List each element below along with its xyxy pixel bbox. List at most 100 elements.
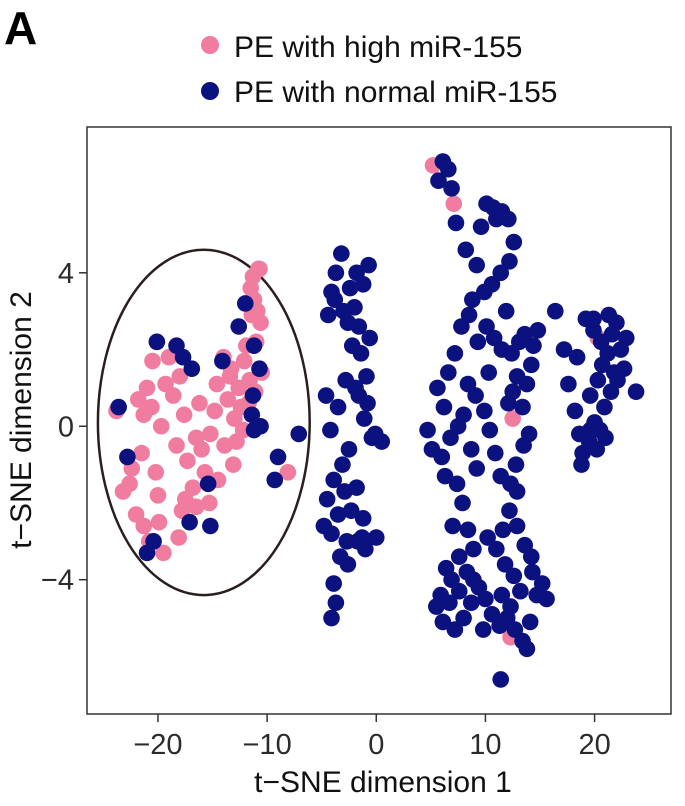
point-normal-mir155 [597,429,614,447]
point-normal-mir155 [446,621,464,638]
points-layer [108,153,645,688]
point-high-mir155 [242,279,260,297]
point-high-mir155 [127,506,145,523]
point-normal-mir155 [477,590,494,608]
legend-marker-high [201,36,219,54]
point-high-mir155 [168,437,185,454]
point-normal-mir155 [453,318,470,335]
point-normal-mir155 [480,364,498,381]
point-high-mir155 [206,402,224,420]
y-axis-label: t−SNE dimension 2 [5,291,38,549]
point-high-mir155 [191,394,208,412]
point-normal-mir155 [202,517,219,535]
y-tick-label: 0 [58,411,74,443]
point-normal-mir155 [560,375,577,393]
panel-label: A [4,2,37,54]
point-normal-mir155 [492,467,510,485]
point-high-mir155 [144,352,161,370]
point-normal-mir155 [428,598,445,615]
point-normal-mir155 [437,559,455,577]
y-tick-label: −4 [41,565,74,597]
point-high-mir155 [445,195,463,213]
point-normal-mir155 [508,517,526,535]
point-normal-mir155 [497,302,515,320]
point-normal-mir155 [581,387,599,404]
point-high-mir155 [184,479,202,496]
x-tick-label: −20 [133,729,182,761]
point-high-mir155 [171,368,189,385]
point-normal-mir155 [333,245,350,262]
point-normal-mir155 [501,502,518,519]
point-normal-mir155 [339,556,357,573]
point-high-mir155 [175,406,193,424]
point-normal-mir155 [507,456,525,473]
point-high-mir155 [130,391,147,408]
point-normal-mir155 [525,337,542,354]
point-normal-mir155 [462,594,480,612]
point-normal-mir155 [317,387,335,404]
point-normal-mir155 [244,387,262,404]
x-tick-label: 20 [578,729,610,761]
point-normal-mir155 [573,456,590,473]
point-normal-mir155 [352,345,370,362]
x-tick-label: −10 [243,729,292,761]
point-normal-mir155 [516,325,534,343]
point-normal-mir155 [329,506,347,523]
point-normal-mir155 [419,421,436,439]
x-tick-label: 10 [469,729,501,761]
point-normal-mir155 [474,621,492,638]
point-normal-mir155 [181,513,198,531]
point-normal-mir155 [148,333,166,351]
point-normal-mir155 [488,540,505,558]
point-normal-mir155 [459,375,477,393]
point-normal-mir155 [444,517,461,535]
point-normal-mir155 [119,448,136,466]
legend-marker-normal [201,82,219,100]
point-normal-mir155 [441,594,458,612]
highlight-ellipse [96,248,311,597]
point-normal-mir155 [358,368,375,385]
point-normal-mir155 [486,444,504,462]
point-normal-mir155 [522,356,540,374]
point-high-mir155 [150,513,168,531]
point-normal-mir155 [472,218,490,236]
legend: PE with high miR-155 PE with normal miR-… [201,31,557,109]
point-normal-mir155 [230,318,248,335]
legend-label-high: PE with high miR-155 [234,31,522,64]
point-high-mir155 [251,260,268,278]
point-normal-mir155 [581,421,599,439]
point-normal-mir155 [457,241,475,259]
point-normal-mir155 [337,371,355,389]
point-normal-mir155 [251,360,268,378]
point-normal-mir155 [492,264,510,282]
point-normal-mir155 [290,425,308,443]
point-normal-mir155 [440,160,457,178]
point-normal-mir155 [325,471,342,489]
point-normal-mir155 [435,398,453,416]
point-normal-mir155 [319,306,337,324]
point-high-mir155 [143,398,160,416]
point-normal-mir155 [468,460,485,477]
point-high-mir155 [121,475,138,493]
point-normal-mir155 [496,556,514,573]
point-normal-mir155 [366,425,384,443]
point-normal-mir155 [459,521,477,539]
point-normal-mir155 [138,544,156,562]
point-normal-mir155 [341,279,359,297]
point-high-mir155 [155,544,172,562]
point-high-mir155 [228,433,245,450]
point-normal-mir155 [492,671,510,688]
point-normal-mir155 [505,233,523,251]
ticks-layer: −20 −10 0 10 20 −4 0 4 [41,258,611,761]
point-normal-mir155 [359,394,376,412]
point-high-mir155 [164,387,182,404]
point-high-mir155 [138,379,156,397]
point-normal-mir155 [340,440,358,458]
point-normal-mir155 [326,291,344,308]
point-normal-mir155 [442,429,459,447]
point-normal-mir155 [505,567,523,585]
point-normal-mir155 [521,613,539,631]
point-normal-mir155 [462,440,480,458]
point-normal-mir155 [465,571,482,589]
point-normal-mir155 [508,368,526,385]
